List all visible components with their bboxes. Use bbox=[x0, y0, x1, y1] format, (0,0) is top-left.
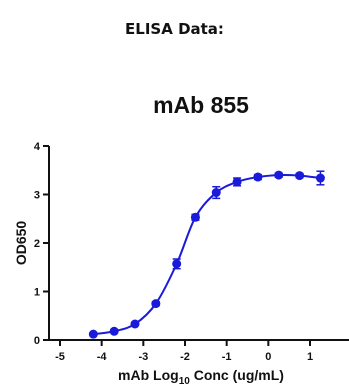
data-point bbox=[232, 177, 242, 187]
x-axis-label-subscript: 10 bbox=[179, 376, 191, 387]
y-tick-label: 3 bbox=[34, 190, 40, 202]
data-point bbox=[88, 329, 98, 339]
x-tick-label: -5 bbox=[55, 351, 65, 363]
data-point bbox=[211, 188, 221, 198]
x-axis: -5 -4 -3 -2 -1 0 1 mAb Log10 Conc (ug/mL) bbox=[49, 339, 349, 387]
series-layer bbox=[88, 170, 325, 339]
data-point bbox=[253, 172, 263, 182]
x-tick-label: -1 bbox=[222, 351, 232, 363]
y-axis: 0 1 2 3 4 OD650 bbox=[13, 141, 50, 347]
data-point bbox=[109, 326, 119, 336]
x-tick-label: 1 bbox=[307, 351, 313, 363]
x-axis-label-units: Conc (ug/mL) bbox=[190, 367, 284, 383]
document-heading: ELISA Data: bbox=[125, 20, 224, 38]
data-point bbox=[190, 212, 200, 222]
chart-title: mAb 855 bbox=[153, 92, 249, 118]
data-point bbox=[130, 319, 140, 329]
y-tick-label: 2 bbox=[34, 238, 40, 250]
x-tick-label: 0 bbox=[265, 351, 271, 363]
series-line bbox=[93, 174, 321, 336]
y-tick-label: 4 bbox=[34, 141, 41, 153]
data-point bbox=[274, 170, 284, 180]
data-point bbox=[172, 259, 182, 269]
y-axis-label: OD650 bbox=[13, 221, 29, 266]
data-point bbox=[295, 171, 305, 181]
y-tick-label: 0 bbox=[34, 335, 40, 347]
x-tick-label: -2 bbox=[180, 351, 190, 363]
x-tick-label: -4 bbox=[97, 351, 108, 363]
x-axis-label: mAb Log10 Conc (ug/mL) bbox=[118, 367, 284, 387]
data-point bbox=[315, 173, 325, 183]
y-tick-label: 1 bbox=[34, 287, 40, 299]
x-axis-label-text: mAb Log bbox=[118, 367, 179, 383]
data-point bbox=[151, 299, 161, 309]
x-tick-label: -3 bbox=[138, 351, 148, 363]
